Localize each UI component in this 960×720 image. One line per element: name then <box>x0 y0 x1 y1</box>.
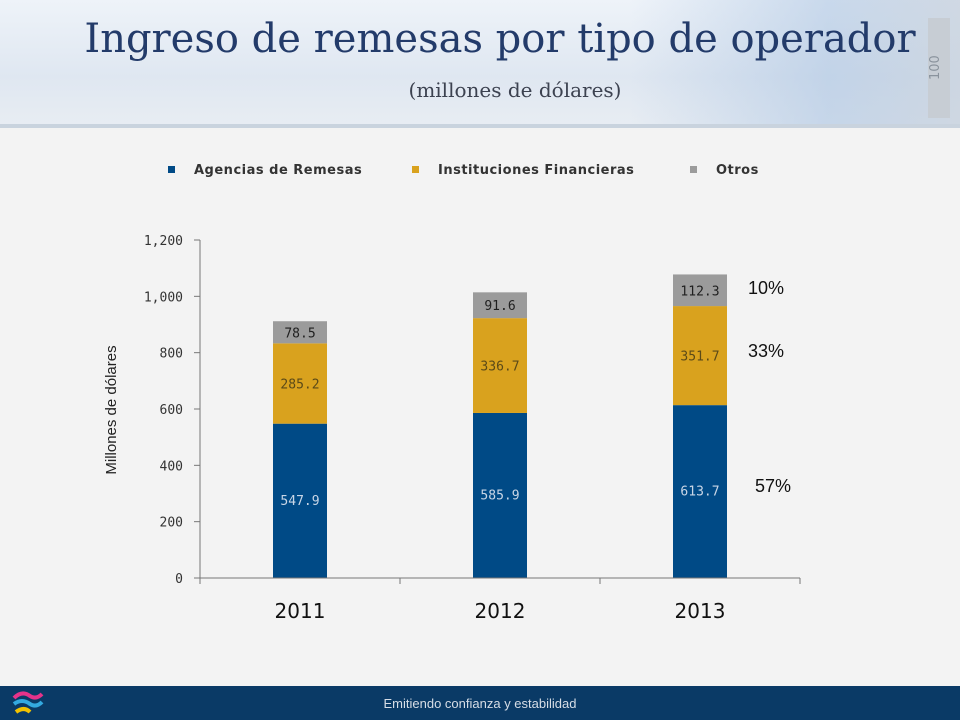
x-tick-label: 2012 <box>475 599 526 623</box>
data-label: 547.9 <box>280 494 319 509</box>
share-annotation: 10% <box>748 278 784 298</box>
x-tick-label: 2013 <box>675 599 726 623</box>
data-label: 91.6 <box>484 299 515 314</box>
y-tick-label: 800 <box>160 347 183 362</box>
legend-swatch <box>412 166 419 173</box>
x-tick-label: 2011 <box>275 599 326 623</box>
stacked-bar-chart: Agencias de Remesas Instituciones Financi… <box>103 163 801 623</box>
bars: 547.9 285.2 78.5 585.9 336.7 91.6 613.7 351.7 11… <box>273 274 727 578</box>
banner-divider <box>0 124 960 128</box>
anniversary-badge: 100 <box>928 18 950 118</box>
data-label: 336.7 <box>480 360 519 375</box>
y-tick-label: 1,000 <box>144 290 183 305</box>
legend-label: Otros <box>716 163 759 178</box>
y-tick-label: 200 <box>160 516 183 531</box>
y-axis: 0 200 400 600 800 1,000 1,200 Millones de dólar… <box>103 234 201 587</box>
bar-segment <box>273 321 327 344</box>
legend-label: Instituciones Financieras <box>438 163 634 178</box>
y-axis-title: Millones de dólares <box>103 345 120 474</box>
share-annotation: 33% <box>748 341 784 361</box>
data-label: 351.7 <box>680 350 719 365</box>
bar-segment <box>273 423 327 578</box>
y-tick-label: 400 <box>160 459 183 474</box>
y-tick-label: 600 <box>160 403 183 418</box>
data-label: 285.2 <box>280 378 319 393</box>
bar-segment <box>273 343 327 424</box>
bar-segment <box>673 306 727 406</box>
footer-slogan: Emitiendo confianza y estabilidad <box>383 696 577 711</box>
data-label: 78.5 <box>284 326 315 341</box>
bar-segment <box>473 292 527 319</box>
bar-segment <box>673 274 727 307</box>
legend-label: Agencias de Remesas <box>194 163 362 178</box>
chart-legend: Agencias de Remesas Instituciones Financi… <box>168 163 759 178</box>
legend-swatch <box>690 166 697 173</box>
slide-subtitle: (millones de dólares) <box>408 78 622 102</box>
bank-logo-icon <box>12 691 44 714</box>
header-banner: Ingreso de remesas por tipo de operador … <box>0 0 960 128</box>
share-annotations: 10% 33% 57% <box>748 278 791 496</box>
data-label: 585.9 <box>480 488 519 503</box>
banner-decoration <box>630 0 960 128</box>
x-axis: 2011 2012 2013 <box>199 577 801 623</box>
legend-swatch <box>168 166 175 173</box>
slide-title: Ingreso de remesas por tipo de operador <box>84 16 916 62</box>
share-annotation: 57% <box>755 476 791 496</box>
bar-segment <box>473 318 527 413</box>
y-tick-label: 0 <box>175 572 183 587</box>
data-label: 613.7 <box>680 485 719 500</box>
bar-segment <box>473 412 527 578</box>
bar-segment <box>673 405 727 578</box>
y-tick-label: 1,200 <box>144 234 183 249</box>
data-label: 112.3 <box>680 284 719 299</box>
footer-bar: Emitiendo confianza y estabilidad <box>0 686 960 720</box>
